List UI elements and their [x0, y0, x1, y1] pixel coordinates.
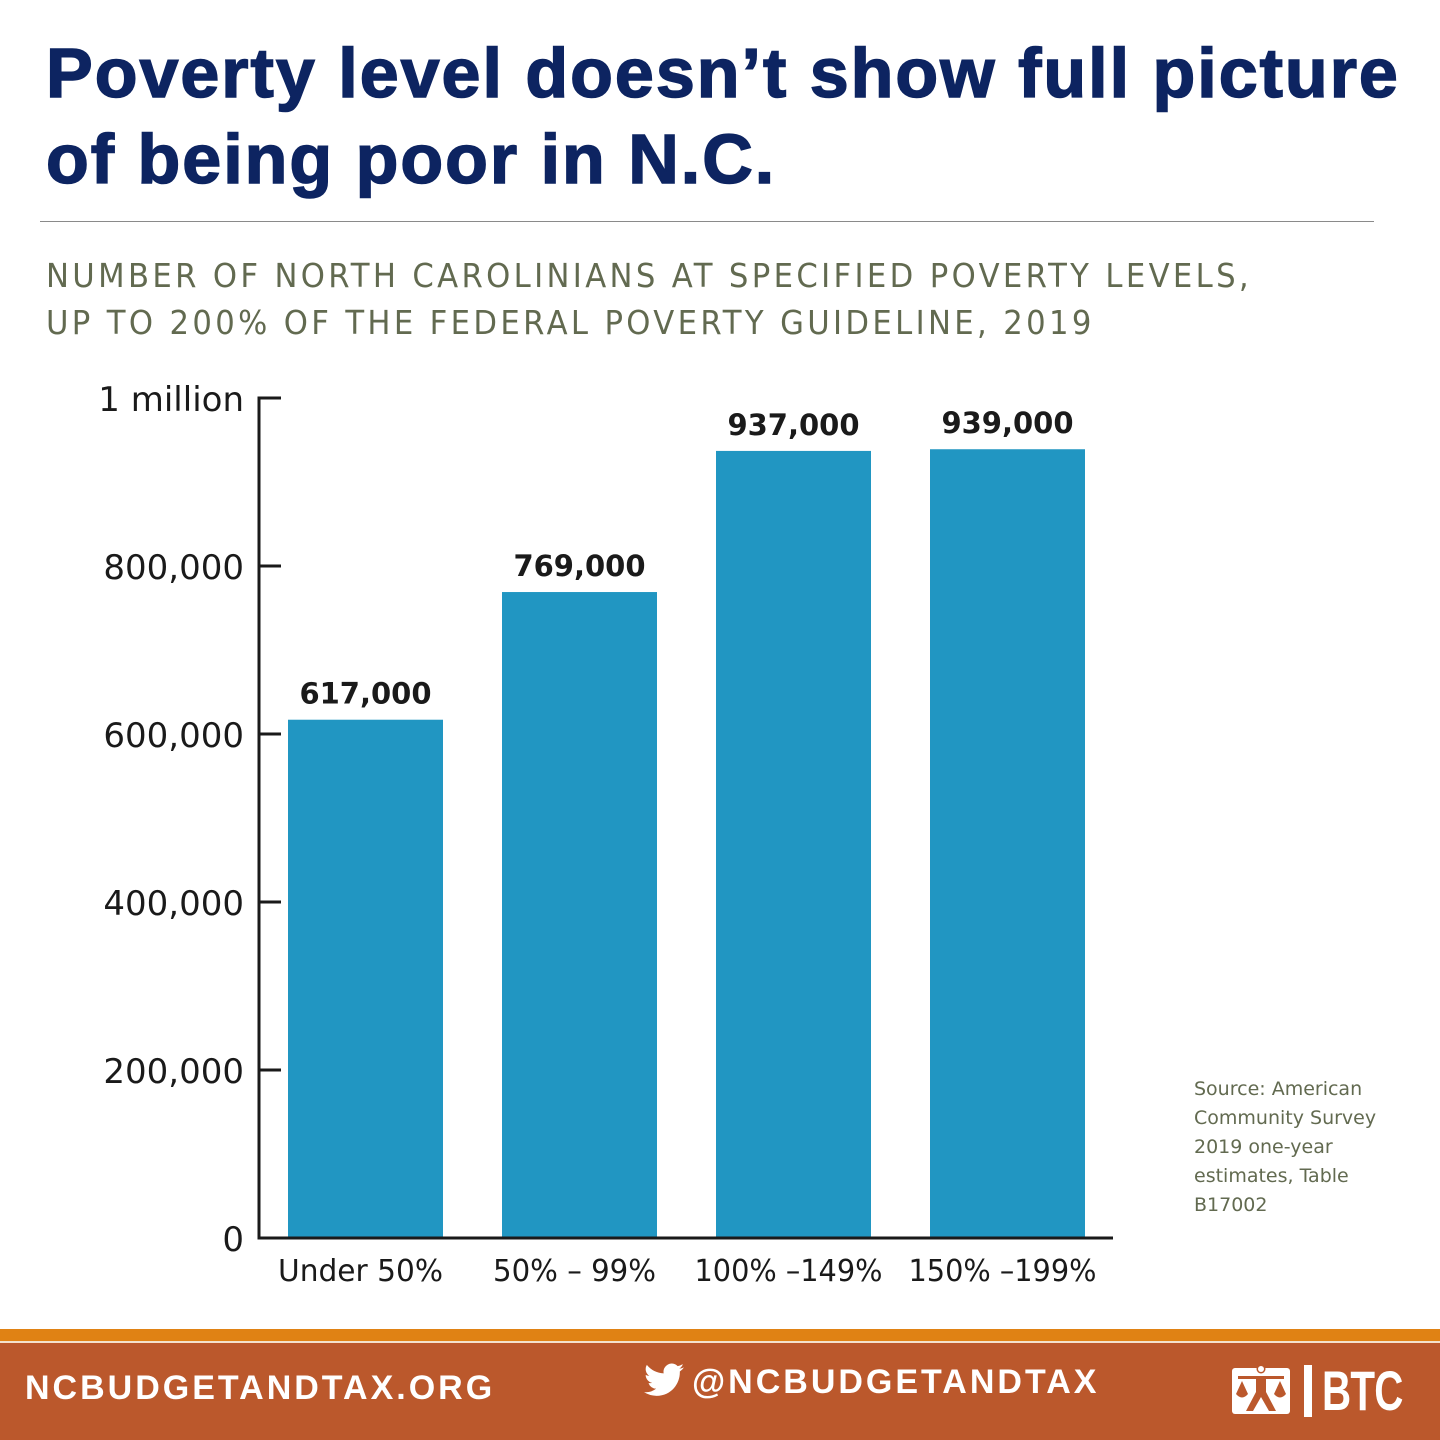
title-divider: [40, 221, 1374, 222]
website-link[interactable]: NCBUDGETANDTAX.ORG: [25, 1369, 496, 1407]
bar: [716, 450, 871, 1238]
y-tick-label: 200,000: [103, 1052, 244, 1092]
twitter-link[interactable]: @NCBUDGETANDTAX: [644, 1363, 1099, 1402]
subtitle-line-2: UP TO 200% OF THE FEDERAL POVERTY GUIDEL…: [46, 303, 1095, 342]
x-tick-label: 50% – 99%: [493, 1254, 656, 1289]
data-labels-group: 617,000 769,000 937,000 939,000: [299, 406, 1073, 710]
y-tick-label: 400,000: [103, 884, 244, 924]
bars-group: [288, 449, 1085, 1238]
chart-subtitle: NUMBER OF NORTH CAROLINIANS AT SPECIFIED…: [46, 252, 1339, 346]
logo-text: BTC: [1322, 1359, 1403, 1422]
x-tick-label: 100% –149%: [695, 1254, 883, 1289]
x-axis-labels: Under 50% 50% – 99% 100% –149% 150% –199%: [278, 1254, 1097, 1289]
x-tick-label: 150% –199%: [909, 1254, 1097, 1289]
bar-value-label: 769,000: [513, 549, 645, 583]
bar-value-label: 937,000: [727, 408, 859, 442]
scales-person-icon: [1232, 1364, 1290, 1419]
bar-value-label: 617,000: [299, 677, 431, 711]
y-axis-ticks: 0 200,000 400,000 600,000 800,000 1 million: [98, 380, 281, 1260]
footer-divider: [0, 1341, 1440, 1343]
y-tick-label: 800,000: [103, 548, 244, 588]
footer-stripe: [0, 1329, 1440, 1341]
subtitle-line-1: NUMBER OF NORTH CAROLINIANS AT SPECIFIED…: [46, 256, 1253, 295]
y-tick-label: 600,000: [103, 716, 244, 756]
bar: [930, 449, 1085, 1238]
twitter-handle: @NCBUDGETANDTAX: [692, 1363, 1100, 1401]
bar-value-label: 939,000: [941, 406, 1073, 440]
bar: [502, 592, 657, 1238]
bar-chart: 0 200,000 400,000 600,000 800,000 1 million 6…: [98, 380, 1113, 1289]
y-tick-label: 0: [222, 1220, 244, 1260]
source-note: Source: American Community Survey 2019 o…: [1194, 1078, 1377, 1216]
x-tick-label: Under 50%: [278, 1254, 443, 1289]
y-tick-label: 1 million: [98, 380, 244, 420]
bar: [288, 719, 443, 1238]
logo-separator: [1304, 1365, 1312, 1417]
footer-band: NCBUDGETANDTAX.ORG @NCBUDGETANDTAX BTC: [0, 1343, 1440, 1440]
chart-title: Poverty level doesn’t show full picture …: [45, 33, 1400, 199]
twitter-bird-icon: [644, 1363, 684, 1402]
btc-logo: BTC: [1232, 1363, 1434, 1419]
